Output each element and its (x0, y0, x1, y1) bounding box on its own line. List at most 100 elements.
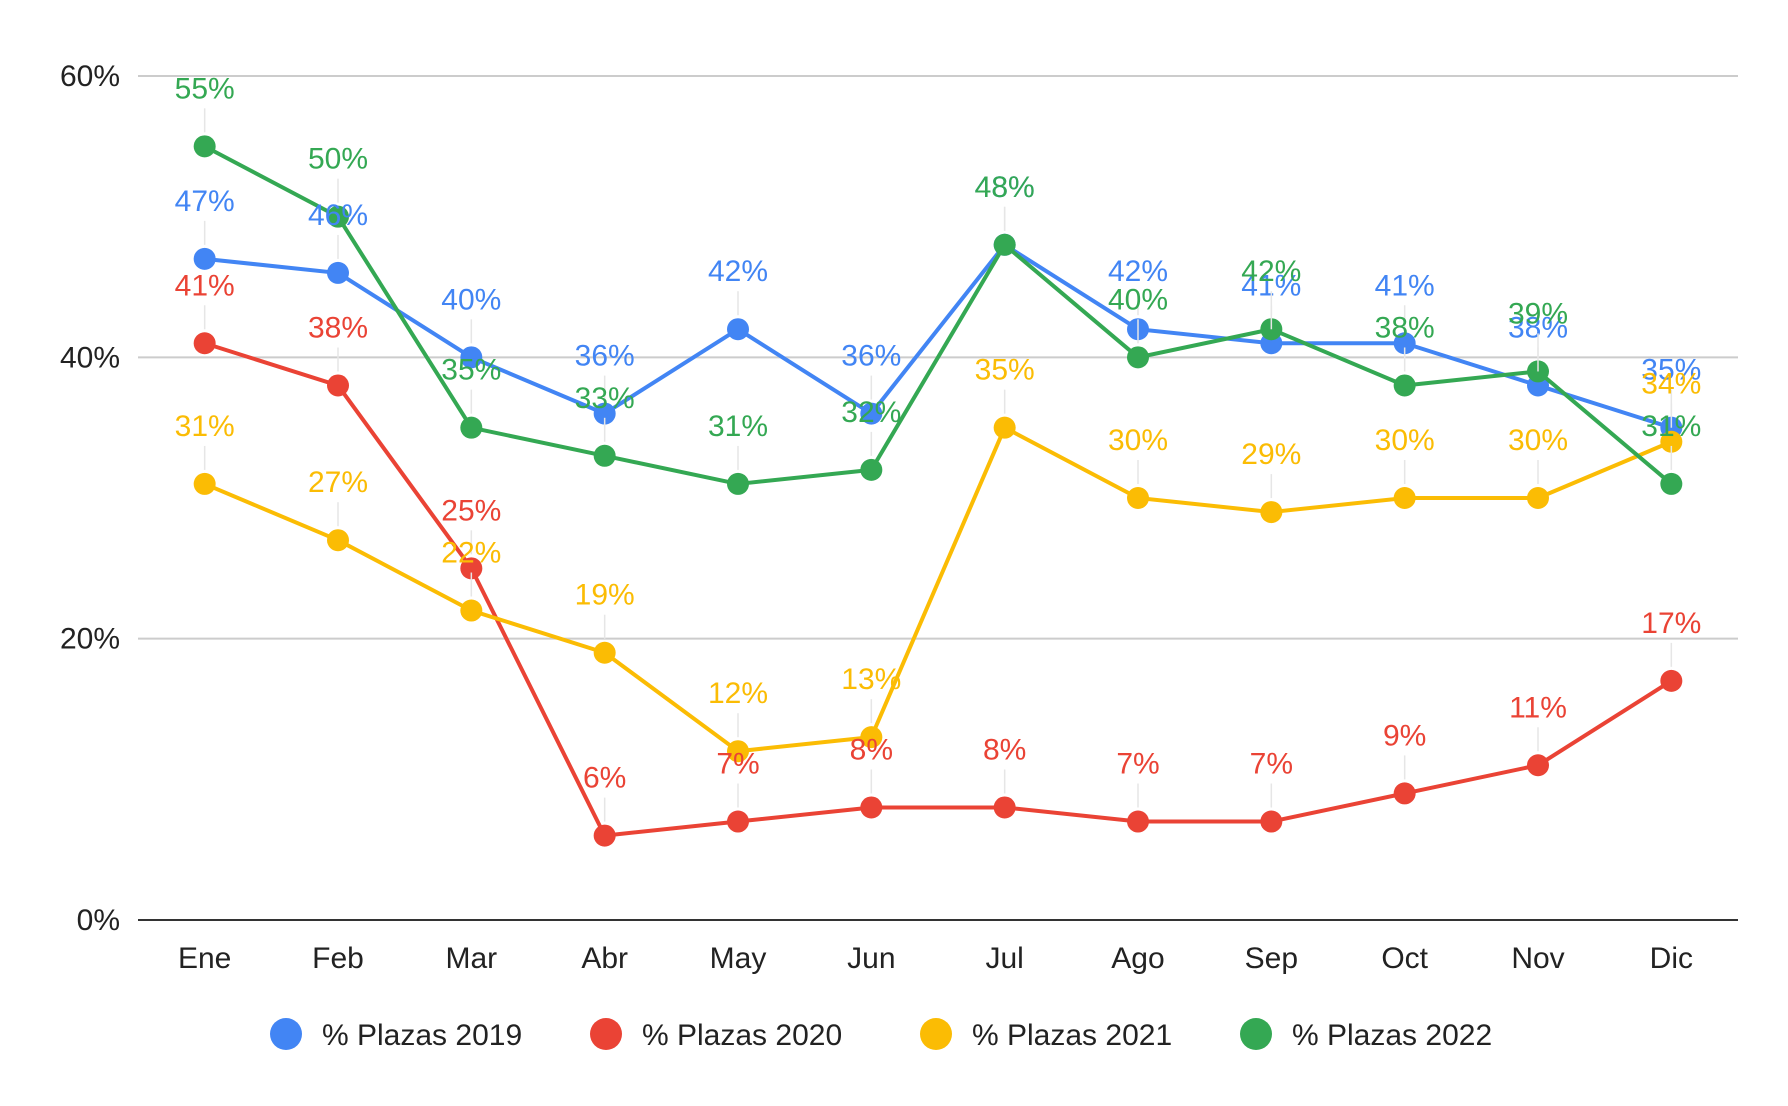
data-point (193, 247, 216, 270)
data-label: 27% (308, 466, 368, 499)
data-point (1393, 487, 1416, 509)
data-label: 38% (1375, 311, 1435, 344)
data-label: 13% (841, 663, 901, 696)
data-label: 36% (575, 340, 635, 373)
data-point (327, 205, 349, 228)
y-tick-label: 40% (60, 341, 120, 374)
series-line (204, 341, 1673, 838)
data-point (1127, 487, 1149, 509)
x-tick-label: Ene (178, 942, 231, 975)
data-label: 29% (1241, 438, 1301, 471)
data-point (1260, 501, 1283, 524)
data-label: 34% (1641, 368, 1701, 401)
data-label: 31% (1641, 410, 1701, 443)
data-label: 19% (575, 579, 635, 612)
data-point (1260, 810, 1283, 833)
data-point (593, 402, 616, 425)
legend-marker (920, 1018, 952, 1050)
data-point (727, 740, 749, 763)
data-point (460, 416, 483, 439)
data-point (1393, 782, 1416, 805)
data-label: 7% (1250, 748, 1293, 781)
legend-label: % Plazas 2019 (322, 1019, 522, 1052)
data-label: 55% (175, 72, 235, 105)
data-label: 36% (841, 340, 901, 373)
y-axis-ticks: 0% 20% 40% 60% (60, 60, 120, 937)
data-label: 30% (1508, 424, 1568, 457)
y-tick-label: 0% (77, 904, 120, 937)
data-label: 7% (1116, 748, 1159, 781)
data-label: 47% (175, 185, 235, 218)
data-point (727, 318, 749, 341)
legend-marker (590, 1018, 622, 1050)
data-label: 35% (1641, 354, 1701, 387)
data-label: 8% (983, 733, 1026, 766)
data-point (860, 402, 883, 425)
legend-label: % Plazas 2022 (1292, 1019, 1492, 1052)
data-label: 17% (1641, 607, 1701, 640)
series-line (203, 425, 1673, 754)
data-point (1393, 332, 1416, 355)
data-label: 30% (1108, 424, 1168, 457)
data-label: 42% (1108, 255, 1168, 288)
data-label: 40% (441, 283, 501, 316)
data-point (993, 233, 1016, 256)
data-label: 6% (583, 762, 626, 795)
data-label: 40% (1108, 283, 1168, 316)
y-tick-label: 60% (60, 60, 120, 93)
x-tick-label: Ago (1111, 942, 1164, 975)
data-label: 35% (975, 354, 1035, 387)
data-point (1660, 669, 1683, 692)
data-label: 48% (975, 171, 1035, 204)
legend-marker (270, 1018, 302, 1050)
legend-marker (1240, 1018, 1272, 1050)
series-group (193, 135, 1683, 847)
legend-label: % Plazas 2020 (642, 1019, 842, 1052)
data-label: 8% (850, 733, 893, 766)
data-point (193, 135, 216, 158)
x-tick-label: Mar (445, 942, 497, 975)
data-point (1527, 754, 1549, 777)
data-label: 32% (841, 396, 901, 429)
data-label: 46% (308, 199, 368, 232)
data-label: 12% (708, 677, 768, 710)
data-label: 50% (308, 143, 368, 176)
data-point (860, 796, 883, 819)
data-point (727, 472, 749, 495)
data-point (860, 726, 883, 749)
data-label: 42% (1241, 255, 1301, 288)
data-point (460, 557, 483, 580)
data-label: 22% (441, 537, 501, 570)
x-tick-label: Nov (1511, 942, 1564, 975)
data-point (727, 810, 749, 833)
data-point (460, 346, 483, 369)
data-point (1660, 472, 1683, 495)
data-label: 30% (1375, 424, 1435, 457)
data-point (193, 472, 216, 495)
data-label: 31% (175, 410, 235, 443)
x-tick-label: Jun (847, 942, 895, 975)
data-point (460, 599, 483, 622)
x-axis-ticks: Ene Feb Mar Abr May Jun Jul Ago Sep Oct Nov Dic (178, 942, 1693, 975)
data-label: 31% (708, 410, 768, 443)
data-point (327, 529, 349, 552)
data-label: 25% (441, 494, 501, 527)
data-point (993, 796, 1016, 819)
x-tick-label: Sep (1245, 942, 1298, 975)
series-line (203, 144, 1673, 486)
data-point (327, 261, 349, 284)
data-point (1127, 346, 1149, 369)
data-point (593, 641, 616, 664)
data-label: 11% (1509, 691, 1567, 724)
data-label: 9% (1383, 719, 1426, 752)
data-label: 7% (716, 748, 759, 781)
data-point (1660, 430, 1683, 453)
x-tick-label: Dic (1650, 942, 1693, 975)
data-label: 41% (175, 269, 235, 302)
x-tick-label: Oct (1381, 942, 1428, 975)
x-tick-label: Feb (312, 942, 364, 975)
data-point (327, 374, 349, 397)
legend: % Plazas 2019 % Plazas 2020 % Plazas 2021%… (270, 1018, 1492, 1052)
y-tick-label: 20% (60, 623, 120, 656)
